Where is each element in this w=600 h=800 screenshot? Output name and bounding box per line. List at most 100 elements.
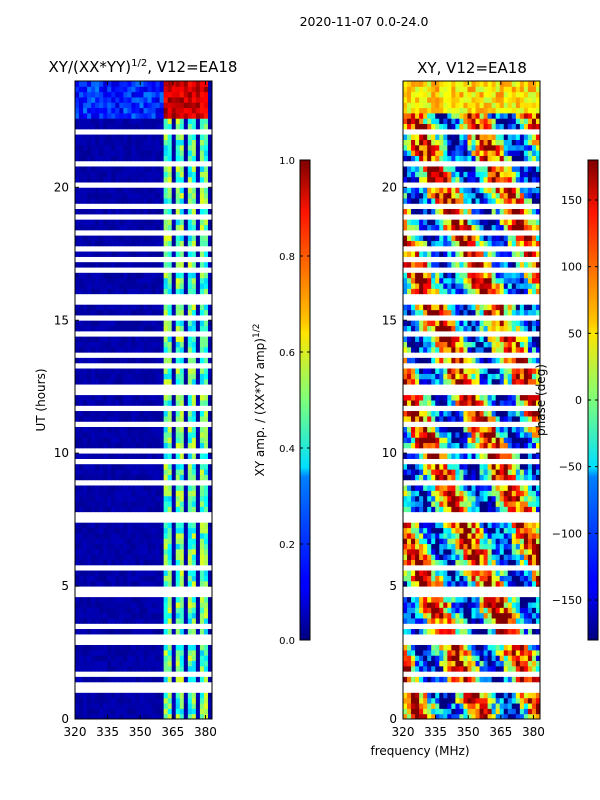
phase-cell [479,660,485,667]
amplitude-cell [191,240,197,247]
phase-cell [523,649,529,656]
phase-cell [515,368,521,374]
amplitude-cell [103,325,108,332]
phase-cell [507,415,513,422]
amplitude-cell [195,415,201,422]
amplitude-cell [179,378,185,385]
amplitude-cell [131,81,136,87]
phase-cell [439,501,444,507]
amplitude-cell [83,368,88,374]
phase-cell [427,357,432,364]
amplitude-cell [139,251,144,257]
amplitude-cell [179,665,185,672]
amplitude-cell [183,139,189,146]
phase-cell [471,378,477,385]
phase-cell [527,325,533,332]
amplitude-cell [199,527,205,534]
amplitude-cell [179,155,185,162]
phase-cell [503,394,509,401]
amplitude-cell [83,378,88,385]
amplitude-cell [207,532,212,539]
amplitude-cell [179,644,185,651]
amplitude-cell [123,426,128,433]
amplitude-cell [87,554,92,560]
phase-cell [515,559,521,566]
phase-cell [531,580,537,587]
phase-cell [407,607,412,614]
phase-cell [515,575,521,582]
amplitude-cell [167,240,173,247]
amplitude-cell [111,655,116,662]
amplitude-cell [203,554,209,560]
amplitude-cell [171,426,177,433]
amplitude-cell [79,660,84,667]
amplitude-cell [123,187,128,194]
amplitude-cell [79,410,84,417]
amplitude-cell [167,368,173,374]
phase-cell [431,543,436,550]
amplitude-cell [123,431,128,438]
amplitude-cell [123,144,128,151]
amplitude-cell [75,235,80,241]
amplitude-cell [171,368,177,374]
amplitude-cell [151,485,157,491]
phase-cell [423,437,428,444]
amplitude-cell [151,112,157,119]
amplitude-cell [103,485,108,491]
phase-cell [531,532,537,539]
amplitude-cell [111,166,116,172]
amplitude-cell [179,240,185,247]
heatmap-flagged-row [403,623,540,630]
amplitude-cell [127,107,132,114]
phase-cell [423,495,428,502]
amplitude-cell [155,378,161,385]
amplitude-cell [115,219,120,226]
amplitude-cell [123,394,128,401]
phase-cell [491,692,497,699]
phase-cell [423,474,428,481]
phase-cell [535,410,540,417]
amplitude-cell [131,431,136,438]
amplitude-cell [143,713,149,719]
phase-cell [519,559,525,566]
amplitude-cell [75,187,80,194]
amplitude-cell [123,107,128,114]
amplitude-cell [171,272,177,279]
phase-cell [459,490,464,497]
phase-cell [451,628,456,635]
phase-cell [499,378,505,385]
amplitude-cell [195,644,201,651]
phase-cell [443,469,448,475]
phase-cell [471,554,477,560]
phase-cell [411,660,416,667]
phase-cell [475,527,481,534]
amplitude-cell [135,155,140,162]
amplitude-cell [143,394,149,401]
amplitude-cell [183,596,189,603]
amplitude-cell [103,208,108,215]
amplitude-cell [95,208,100,215]
phase-cell [491,607,497,614]
amplitude-cell [115,155,120,162]
amplitude-cell [199,431,205,438]
amplitude-cell [199,304,205,311]
phase-cell [407,713,412,719]
phase-cell [499,373,505,380]
amplitude-cell [203,224,209,231]
amplitude-cell [175,490,181,497]
amplitude-cell [191,86,197,93]
amplitude-cell [91,548,96,555]
amplitude-cell [107,431,112,438]
phase-cell [451,325,456,332]
amplitude-cell [119,166,124,172]
phase-cell [499,703,505,709]
amplitude-cell [115,112,120,119]
phase-cell [447,596,452,603]
phase-cell [515,426,521,433]
amplitude-cell [183,272,189,279]
amplitude-cell [179,437,185,444]
amplitude-cell [127,655,132,662]
amplitude-cell [107,543,112,550]
phase-cell [451,431,456,438]
amplitude-cell [155,107,161,114]
